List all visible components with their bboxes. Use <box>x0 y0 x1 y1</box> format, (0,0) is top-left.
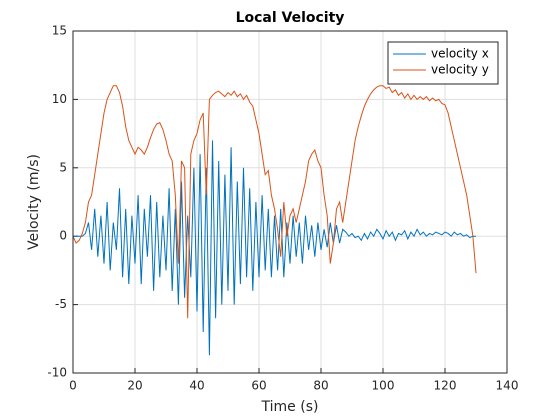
x-tick-label: 40 <box>189 379 204 393</box>
data-line <box>73 140 476 356</box>
x-tick-label: 140 <box>496 379 519 393</box>
x-tick-label: 20 <box>127 379 142 393</box>
x-tick-label: 80 <box>313 379 328 393</box>
legend-label: velocity y <box>431 63 489 77</box>
x-tick-label: 100 <box>372 379 395 393</box>
axes-box <box>72 30 508 374</box>
y-tick-label: -10 <box>47 366 67 380</box>
y-tick-label: -5 <box>55 297 67 311</box>
y-axis-label: Velocity (m/s) <box>26 154 42 250</box>
data-line <box>72 85 477 319</box>
y-tick-label: 0 <box>59 229 67 243</box>
x-tick-label: 60 <box>251 379 266 393</box>
legend-label: velocity x <box>431 47 489 61</box>
x-tick-label: 120 <box>434 379 457 393</box>
y-tick-label: 15 <box>52 24 67 38</box>
y-tick-label: 5 <box>59 160 67 174</box>
x-axis-label: Time (s) <box>261 399 319 415</box>
plot-area <box>73 31 507 373</box>
x-tick-label: 0 <box>69 379 77 393</box>
y-tick-label: 10 <box>52 92 67 106</box>
legend-box <box>387 41 499 85</box>
chart-title: Local Velocity <box>236 10 345 26</box>
